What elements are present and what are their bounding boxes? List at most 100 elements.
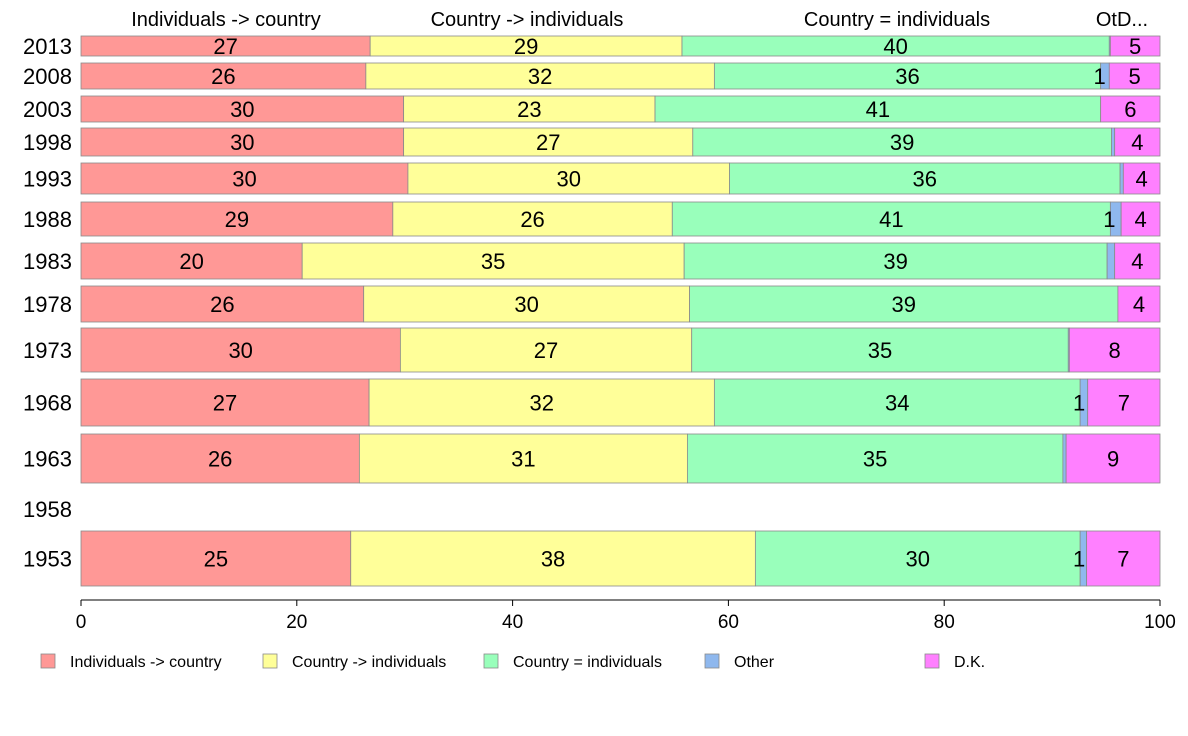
bar-row: 1998 30 27 39 4 <box>23 127 1161 157</box>
column-header: Country = individuals <box>804 9 990 31</box>
bar-segment <box>689 285 1119 323</box>
bar-segment <box>80 285 365 323</box>
data-label: 30 <box>906 547 930 572</box>
legend-swatch <box>262 653 278 669</box>
bar-row: 1978 26 30 39 4 <box>23 285 1161 323</box>
x-tick-label: 0 <box>76 612 87 633</box>
x-tick-label: 20 <box>286 612 307 633</box>
data-label: 8 <box>1109 338 1121 363</box>
row-label: 2013 <box>23 34 72 59</box>
data-label: 30 <box>230 97 254 122</box>
bar-segment <box>80 162 409 195</box>
data-label: 25 <box>204 547 228 572</box>
data-label: 5 <box>1129 64 1141 89</box>
data-label: 26 <box>211 64 235 89</box>
bar-segment <box>80 127 405 157</box>
legend: Individuals -> country Country -> individ… <box>40 653 985 671</box>
bar-segment <box>1108 62 1161 90</box>
data-label: 32 <box>529 391 553 416</box>
data-label: 40 <box>883 34 907 59</box>
row-label: 1988 <box>23 207 72 232</box>
row-label: 1963 <box>23 447 72 472</box>
row-label: 1968 <box>23 391 72 416</box>
data-label: 26 <box>208 447 232 472</box>
bar-row: 1968 27 32 34 1 7 <box>23 378 1161 427</box>
bar-segment <box>80 62 367 90</box>
legend-label: Other <box>734 654 775 671</box>
data-label: 26 <box>520 207 544 232</box>
data-label: 30 <box>514 292 538 317</box>
data-label: 34 <box>885 391 909 416</box>
data-label: 32 <box>528 64 552 89</box>
bar-segment <box>1117 285 1161 323</box>
bar-segment <box>1120 201 1161 237</box>
bar-segment <box>1119 162 1124 195</box>
data-label: 7 <box>1118 391 1130 416</box>
bar-segment <box>80 530 352 587</box>
bar-segment <box>754 530 1081 587</box>
row-label: 1973 <box>23 338 72 363</box>
data-label: 20 <box>179 249 203 274</box>
bar-segment <box>671 201 1111 237</box>
legend-swatch <box>704 653 720 669</box>
bar-segment <box>1100 95 1161 123</box>
bar-segment <box>1111 127 1116 157</box>
data-label: 39 <box>883 249 907 274</box>
x-tick-label: 60 <box>718 612 739 633</box>
data-label: 4 <box>1131 130 1143 155</box>
bar-segment <box>683 242 1108 280</box>
x-tick-label: 80 <box>934 612 955 633</box>
legend-item: Individuals -> country <box>40 653 222 671</box>
legend-label: Country = individuals <box>513 654 662 671</box>
bar-segment <box>403 95 656 123</box>
legend-label: Country -> individuals <box>292 654 446 671</box>
bar-segment <box>713 62 1102 90</box>
data-label: 27 <box>536 130 560 155</box>
bar-segment <box>729 162 1121 195</box>
bar-segment <box>713 378 1081 427</box>
bar-segment <box>80 327 401 373</box>
bar-segment <box>1062 433 1067 484</box>
bar-segment <box>403 127 694 157</box>
legend-label: Individuals -> country <box>70 654 222 671</box>
data-label: 35 <box>863 447 887 472</box>
legend-item: Country = individuals <box>483 653 662 671</box>
legend-item: D.K. <box>924 653 985 671</box>
legend-item: Other <box>704 653 775 671</box>
bar-row: 2008 26 32 36 1 5 <box>23 62 1161 90</box>
bar-segment <box>80 242 303 280</box>
data-label: 30 <box>228 338 252 363</box>
bar-segment <box>80 433 360 484</box>
legend-swatch <box>924 653 940 669</box>
data-label: 35 <box>868 338 892 363</box>
data-label: 30 <box>556 167 580 192</box>
bar-row: 1983 20 35 39 4 <box>23 242 1161 280</box>
bar-segment <box>365 62 715 90</box>
bar-segment <box>1114 127 1161 157</box>
data-label: 27 <box>213 391 237 416</box>
legend-item: Country -> individuals <box>262 653 446 671</box>
data-label: 30 <box>230 130 254 155</box>
x-axis: 0 20 40 60 80 100 <box>76 599 1176 633</box>
data-label: 1 <box>1073 547 1085 572</box>
row-label: 1993 <box>23 167 72 192</box>
bar-segment <box>80 95 405 123</box>
bar-segment <box>1106 242 1116 280</box>
row-label: 1978 <box>23 292 72 317</box>
bar-segment <box>80 201 394 237</box>
data-label: 36 <box>913 167 937 192</box>
row-label: 1953 <box>23 547 72 572</box>
data-label: 4 <box>1131 249 1143 274</box>
data-label: 5 <box>1129 34 1141 59</box>
bar-segment <box>692 127 1112 157</box>
column-header: Country -> individuals <box>431 9 624 31</box>
data-label: 38 <box>541 547 565 572</box>
data-label: 41 <box>879 207 903 232</box>
column-header: Individuals -> country <box>131 9 321 31</box>
data-label: 27 <box>213 34 237 59</box>
bar-row: 1988 29 26 41 1 4 <box>23 201 1161 237</box>
bar-row: 1953 25 38 30 1 7 <box>23 530 1161 587</box>
data-label: 4 <box>1136 167 1148 192</box>
data-label: 39 <box>890 130 914 155</box>
